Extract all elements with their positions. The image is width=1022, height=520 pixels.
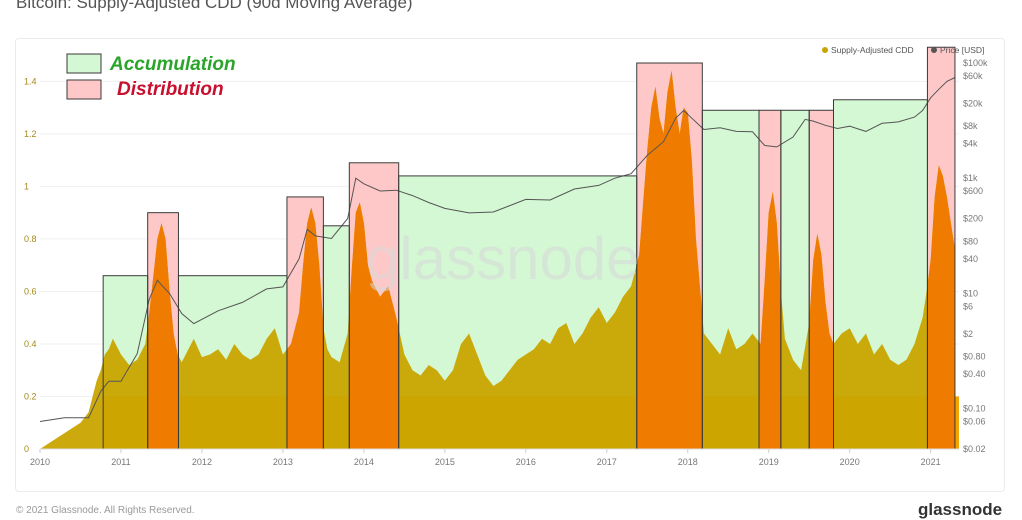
y-left-tick-label: 0.2 (24, 391, 37, 401)
x-tick-label: 2012 (192, 457, 212, 467)
y-right-tick-label: $0.10 (963, 404, 986, 414)
x-tick-label: 2011 (111, 457, 130, 467)
y-right-tick-label: $100k (963, 58, 988, 68)
y-right-tick-label: $8k (963, 121, 978, 131)
x-tick-label: 2018 (678, 457, 698, 467)
cdd-area-fill (40, 70, 955, 450)
y-left-tick-label: 0.6 (24, 286, 37, 296)
x-tick-label: 2020 (840, 457, 860, 467)
y-right-tick-label: $0.02 (963, 444, 986, 454)
chart-panel: 0 0.2 0.4 0.6 0.8 1 1.2 1.4 $100k $60k $20k $8k $4k $… (15, 38, 1005, 492)
legend-cdd-label[interactable]: Supply-Adjusted CDD (831, 45, 914, 55)
distribution-label: Distribution (117, 79, 224, 100)
x-tick-label: 2015 (435, 457, 455, 467)
footer-logo: glassnode (918, 500, 1003, 519)
x-tick-label: 2019 (759, 457, 779, 467)
y-right-tick-label: $2 (963, 329, 973, 339)
y-left-tick-label: 1.4 (24, 76, 37, 86)
y-left-tick-label: 0.4 (24, 339, 37, 349)
y-right-tick-label: $1k (963, 173, 978, 183)
y-left-tick-label: 1 (24, 181, 29, 191)
y-left-tick-label: 0 (24, 444, 29, 454)
y-right-tick-label: $20k (963, 98, 983, 108)
accumulation-swatch (66, 53, 102, 74)
y-right-tick-label: $0.06 (963, 417, 986, 427)
x-tick-label: 2010 (30, 457, 50, 467)
watermark: glassnode (366, 225, 640, 292)
y-right-tick-label: $600 (963, 186, 983, 196)
y-right-tick-label: $0.40 (963, 369, 986, 379)
x-tick-label: 2014 (354, 457, 374, 467)
y-right-tick-label: $10 (963, 288, 978, 298)
y-right-tick-label: $4k (963, 139, 978, 149)
zone-legend: Accumulation Distribution (66, 53, 236, 100)
copyright-text: © 2021 Glassnode. All Rights Reserved. (16, 505, 195, 516)
y-right-tick-label: $200 (963, 214, 983, 224)
distribution-swatch (66, 79, 102, 100)
x-tick-label: 2017 (597, 457, 617, 467)
x-tick-label: 2021 (921, 457, 941, 467)
page-title: Bitcoin: Supply-Adjusted CDD (90d Moving… (16, 0, 413, 12)
y-left-tick-label: 0.8 (24, 234, 37, 244)
legend-cdd-swatch[interactable] (822, 47, 828, 53)
y-left-tick-label: 1.2 (24, 129, 37, 139)
x-tick-label: 2016 (516, 457, 536, 467)
legend-price-label[interactable]: Price [USD] (940, 45, 984, 55)
x-tick-label: 2013 (273, 457, 293, 467)
chart-svg: 0 0.2 0.4 0.6 0.8 1 1.2 1.4 $100k $60k $20k $8k $4k $… (24, 45, 988, 467)
axes: 0 0.2 0.4 0.6 0.8 1 1.2 1.4 $100k $60k $20k $8k $4k $… (24, 58, 988, 467)
y-right-tick-label: $80 (963, 236, 978, 246)
y-right-tick-label: $6 (963, 301, 973, 311)
series-legend: Supply-Adjusted CDD Price [USD] (822, 45, 984, 55)
y-right-tick-label: $40 (963, 254, 978, 264)
y-right-tick-label: $0.80 (963, 352, 986, 362)
legend-price-swatch[interactable] (931, 47, 937, 53)
y-right-tick-label: $60k (963, 71, 983, 81)
accumulation-label: Accumulation (109, 54, 236, 75)
